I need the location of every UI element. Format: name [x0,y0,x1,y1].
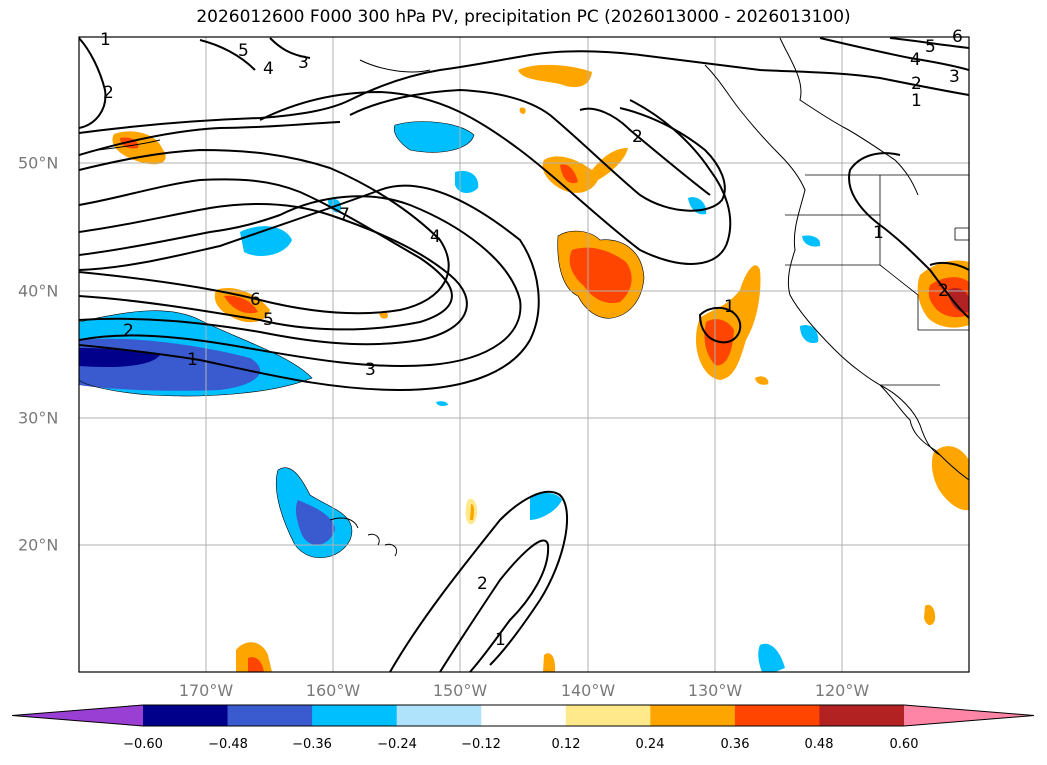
contour-label: 5 [263,310,274,330]
map-title: 2026012600 F000 300 hPa PV, precipitatio… [196,7,851,27]
colorbar-tick-label: 0.60 [889,737,919,752]
pv-contours [79,37,969,672]
colorbar-tick-label: 0.48 [804,737,834,752]
contour-label: 1 [911,91,922,111]
colorbar [11,704,1035,727]
contour-label: 2 [103,83,114,103]
colorbar-bin [227,705,313,726]
lon-label: 130°W [687,681,743,700]
precip-positive-anomalies [112,64,969,672]
graticule [79,37,969,672]
colorbar-tick-label: −0.24 [377,737,417,752]
lon-label: 150°W [432,681,488,700]
map-frame [78,36,970,673]
colorbar-bin [734,705,820,726]
lon-label: 160°W [305,681,361,700]
lon-label: 120°W [814,681,870,700]
contour-label: 3 [365,360,376,380]
contour-label: 3 [949,67,960,87]
contour-label: 3 [298,53,309,73]
contour-label: 2 [632,127,643,147]
contour-label: 2 [123,321,134,341]
colorbar-tick-label: 0.12 [551,737,581,752]
contour-label: 6 [250,290,261,310]
contour-label: 5 [925,37,936,57]
contour-label: 5 [238,41,249,61]
colorbar-bin [312,705,398,726]
colorbar-bin [481,705,567,726]
lat-label: 30°N [18,408,59,428]
lon-label: 170°W [178,681,234,700]
colorbar-tick-label: −0.36 [292,737,332,752]
contour-label: 4 [430,227,441,247]
colorbar-bin [565,705,651,726]
colorbar-extend-high [904,705,1034,726]
colorbar-bin [819,705,905,726]
contour-label: 1 [187,350,198,370]
lon-label: 140°W [560,681,616,700]
colorbar-bin [143,705,229,726]
contour-label: 1 [495,630,506,650]
political-borders [785,174,969,386]
colorbar-tick-label: −0.12 [461,737,501,752]
coastlines [97,37,969,557]
contour-label: 2 [477,574,488,594]
colorbar-tick-label: 0.24 [635,737,665,752]
contour-labels: 1 2 5 4 3 7 4 6 5 2 1 3 2 1 1 2 1 2 4 5 … [100,27,963,650]
contour-label: 2 [938,281,949,301]
colorbar-extend-low [12,705,143,726]
contour-label: 2 [911,74,922,94]
contour-label: 4 [263,59,274,79]
contour-label: 4 [910,50,921,70]
contour-label: 1 [873,223,884,243]
colorbar-tick-label: −0.60 [123,737,163,752]
lat-label: 20°N [18,535,59,555]
colorbar-bin [650,705,736,726]
colorbar-tick-label: −0.48 [208,737,248,752]
colorbar-tick-label: 0.36 [720,737,750,752]
contour-label: 1 [100,30,111,50]
contour-label: 7 [339,205,350,225]
contour-label: 1 [724,297,735,317]
colorbar-outline [11,704,1035,727]
precip-outlines [79,121,645,559]
colorbar-bin [396,705,482,726]
precip-negative-anomalies [79,121,821,672]
lat-label: 50°N [18,153,59,173]
lat-label: 40°N [18,281,59,301]
